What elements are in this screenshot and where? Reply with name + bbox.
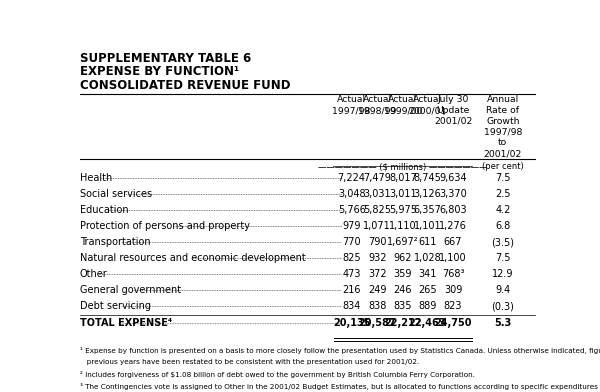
Text: ——————— ($ millions) ———————: ——————— ($ millions) ——————— <box>317 162 487 171</box>
Text: ¹ Expense by function is presented on a basis to more closely follow the present: ¹ Expense by function is presented on a … <box>80 347 600 354</box>
Text: 249: 249 <box>368 285 386 295</box>
Text: 359: 359 <box>394 269 412 279</box>
Text: TOTAL EXPENSE⁴: TOTAL EXPENSE⁴ <box>80 318 172 328</box>
Text: Annual
Rate of
Growth
1997/98
to
2001/02: Annual Rate of Growth 1997/98 to 2001/02 <box>484 95 522 158</box>
Text: 6,357: 6,357 <box>413 205 442 215</box>
Text: 473: 473 <box>343 269 361 279</box>
Text: Actual
1999/00: Actual 1999/00 <box>383 95 422 115</box>
Text: 9,634: 9,634 <box>439 173 467 183</box>
Text: 1,028: 1,028 <box>413 253 442 263</box>
Text: 825: 825 <box>343 253 361 263</box>
Text: 3,011: 3,011 <box>389 189 416 199</box>
Text: 1,101: 1,101 <box>413 221 441 231</box>
Text: 1,697²: 1,697² <box>387 237 419 247</box>
Text: 2.5: 2.5 <box>495 189 511 199</box>
Text: 1,110: 1,110 <box>389 221 416 231</box>
Text: (3.5): (3.5) <box>491 237 514 247</box>
Text: 7,479: 7,479 <box>364 173 391 183</box>
Text: General government: General government <box>80 285 181 295</box>
Text: 8,745: 8,745 <box>413 173 442 183</box>
Text: 1,100: 1,100 <box>439 253 467 263</box>
Text: 835: 835 <box>394 301 412 311</box>
Text: 790: 790 <box>368 237 386 247</box>
Text: 834: 834 <box>343 301 361 311</box>
Text: 216: 216 <box>343 285 361 295</box>
Text: previous years have been restated to be consistent with the presentation used fo: previous years have been restated to be … <box>80 359 419 365</box>
Text: EXPENSE BY FUNCTION¹: EXPENSE BY FUNCTION¹ <box>80 65 239 78</box>
Text: 962: 962 <box>394 253 412 263</box>
Text: 611: 611 <box>418 237 437 247</box>
Text: 246: 246 <box>394 285 412 295</box>
Text: Debt servicing: Debt servicing <box>80 301 151 311</box>
Text: 341: 341 <box>418 269 437 279</box>
Text: 22,212: 22,212 <box>384 318 422 328</box>
Text: 20,587: 20,587 <box>358 318 396 328</box>
Text: Actual
2000/01: Actual 2000/01 <box>408 95 446 115</box>
Text: 1,276: 1,276 <box>439 221 467 231</box>
Text: 20,135: 20,135 <box>333 318 370 328</box>
Text: 8,017: 8,017 <box>389 173 416 183</box>
Text: 3,126: 3,126 <box>413 189 442 199</box>
Text: 838: 838 <box>368 301 386 311</box>
Text: SUPPLEMENTARY TABLE 6: SUPPLEMENTARY TABLE 6 <box>80 52 251 65</box>
Text: 823: 823 <box>444 301 462 311</box>
Text: 12.9: 12.9 <box>492 269 514 279</box>
Text: 9.4: 9.4 <box>495 285 511 295</box>
Text: 7,224: 7,224 <box>338 173 365 183</box>
Text: July 30
Update
2001/02: July 30 Update 2001/02 <box>434 95 472 126</box>
Text: 3,370: 3,370 <box>439 189 467 199</box>
Text: (0.3): (0.3) <box>491 301 514 311</box>
Text: 24,750: 24,750 <box>434 318 472 328</box>
Text: Health: Health <box>80 173 112 183</box>
Text: 667: 667 <box>444 237 462 247</box>
Text: 309: 309 <box>444 285 462 295</box>
Text: 1,071: 1,071 <box>364 221 391 231</box>
Text: 770: 770 <box>343 237 361 247</box>
Text: Actual
1998/99: Actual 1998/99 <box>358 95 397 115</box>
Text: ³ The Contingencies vote is assigned to Other in the 2001/02 Budget Estimates, b: ³ The Contingencies vote is assigned to … <box>80 383 600 390</box>
Text: Actual
1997/98: Actual 1997/98 <box>332 95 371 115</box>
Text: 889: 889 <box>418 301 437 311</box>
Text: Transportation: Transportation <box>80 237 150 247</box>
Text: 6,803: 6,803 <box>439 205 467 215</box>
Text: 7.5: 7.5 <box>495 253 511 263</box>
Text: 265: 265 <box>418 285 437 295</box>
Text: 3,031: 3,031 <box>364 189 391 199</box>
Text: Other: Other <box>80 269 107 279</box>
Text: Education: Education <box>80 205 128 215</box>
Text: 6.8: 6.8 <box>495 221 511 231</box>
Text: 22,463: 22,463 <box>409 318 446 328</box>
Text: 5,825: 5,825 <box>363 205 391 215</box>
Text: (per cent): (per cent) <box>482 162 524 171</box>
Text: 768³: 768³ <box>442 269 464 279</box>
Text: 5,975: 5,975 <box>389 205 417 215</box>
Text: 7.5: 7.5 <box>495 173 511 183</box>
Text: 5,766: 5,766 <box>338 205 365 215</box>
Text: CONSOLIDATED REVENUE FUND: CONSOLIDATED REVENUE FUND <box>80 79 290 92</box>
Text: Natural resources and economic development: Natural resources and economic developme… <box>80 253 305 263</box>
Text: 4.2: 4.2 <box>495 205 511 215</box>
Text: 932: 932 <box>368 253 386 263</box>
Text: 5.3: 5.3 <box>494 318 511 328</box>
Text: ² Includes forgiveness of $1.08 billion of debt owed to the government by Britis: ² Includes forgiveness of $1.08 billion … <box>80 371 475 378</box>
Text: 979: 979 <box>343 221 361 231</box>
Text: 3,048: 3,048 <box>338 189 365 199</box>
Text: Social services: Social services <box>80 189 152 199</box>
Text: 372: 372 <box>368 269 386 279</box>
Text: Protection of persons and property: Protection of persons and property <box>80 221 250 231</box>
